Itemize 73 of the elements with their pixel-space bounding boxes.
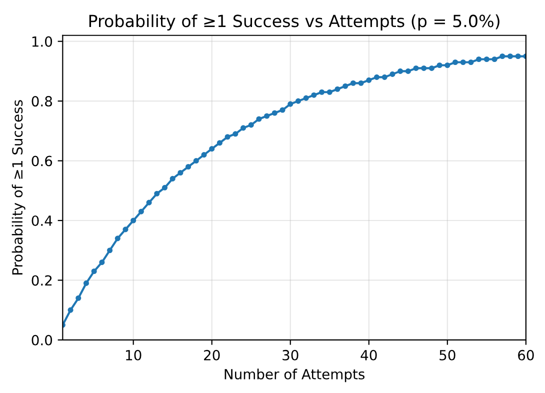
- point: [366, 77, 372, 83]
- point: [232, 131, 238, 137]
- point: [398, 68, 404, 74]
- chart-title: Probability of ≥1 Success vs Attempts (p = 5.0%): [89, 14, 500, 31]
- point: [264, 113, 270, 119]
- point: [224, 134, 230, 140]
- point: [295, 98, 302, 104]
- point: [68, 307, 74, 313]
- point: [138, 208, 144, 214]
- point: [272, 110, 278, 116]
- point: [507, 53, 513, 60]
- x-tick-label: 60: [518, 350, 534, 360]
- point: [216, 140, 222, 146]
- point: [390, 71, 396, 77]
- point: [107, 248, 113, 254]
- point: [374, 74, 380, 80]
- point: [280, 107, 286, 113]
- point: [303, 95, 309, 101]
- point: [326, 89, 332, 95]
- point: [130, 218, 136, 224]
- point: [240, 125, 246, 131]
- point: [122, 226, 128, 232]
- point: [76, 295, 82, 301]
- point: [146, 200, 152, 206]
- y-tick-label: 0.2: [32, 275, 52, 286]
- x-tick-label: 10: [126, 350, 142, 360]
- point: [154, 190, 160, 196]
- point: [350, 80, 356, 86]
- point: [452, 59, 458, 66]
- y-tick-label: 0.8: [32, 96, 52, 107]
- y-tick-label: 0.0: [32, 334, 52, 346]
- x-axis-title: Number of Attempts: [224, 368, 364, 382]
- point: [186, 164, 192, 170]
- point: [91, 268, 97, 274]
- point: [492, 56, 498, 62]
- point: [256, 116, 262, 122]
- point: [421, 65, 427, 71]
- y-tick-label: 1.0: [32, 36, 52, 47]
- point: [311, 92, 317, 98]
- point: [334, 86, 340, 92]
- x-tick-label: 30: [282, 350, 298, 360]
- point: [500, 53, 506, 60]
- point: [358, 80, 364, 86]
- point: [484, 56, 490, 62]
- point: [436, 62, 442, 68]
- x-tick-label: 40: [360, 350, 377, 360]
- point: [405, 68, 411, 74]
- point: [476, 56, 482, 62]
- point: [209, 146, 215, 152]
- y-tick-label: 0.4: [32, 215, 52, 226]
- point: [248, 122, 254, 128]
- point: [515, 53, 521, 60]
- x-tick-label: 20: [204, 350, 220, 360]
- point: [99, 260, 105, 266]
- point: [193, 158, 199, 164]
- point: [428, 65, 434, 71]
- point: [444, 62, 450, 68]
- x-tick-label: 50: [440, 350, 456, 360]
- point: [319, 89, 325, 95]
- point: [178, 170, 184, 176]
- point: [201, 152, 207, 158]
- point: [382, 74, 388, 80]
- point: [342, 83, 348, 89]
- point: [83, 280, 90, 286]
- y-tick-label: 0.6: [32, 156, 52, 166]
- point: [460, 59, 466, 66]
- point: [162, 184, 168, 190]
- point: [468, 59, 474, 66]
- point: [413, 65, 419, 71]
- point: [114, 236, 120, 242]
- point: [288, 101, 294, 107]
- point: [170, 176, 176, 182]
- y-axis-title: Probability of ≥1 Success: [12, 100, 26, 275]
